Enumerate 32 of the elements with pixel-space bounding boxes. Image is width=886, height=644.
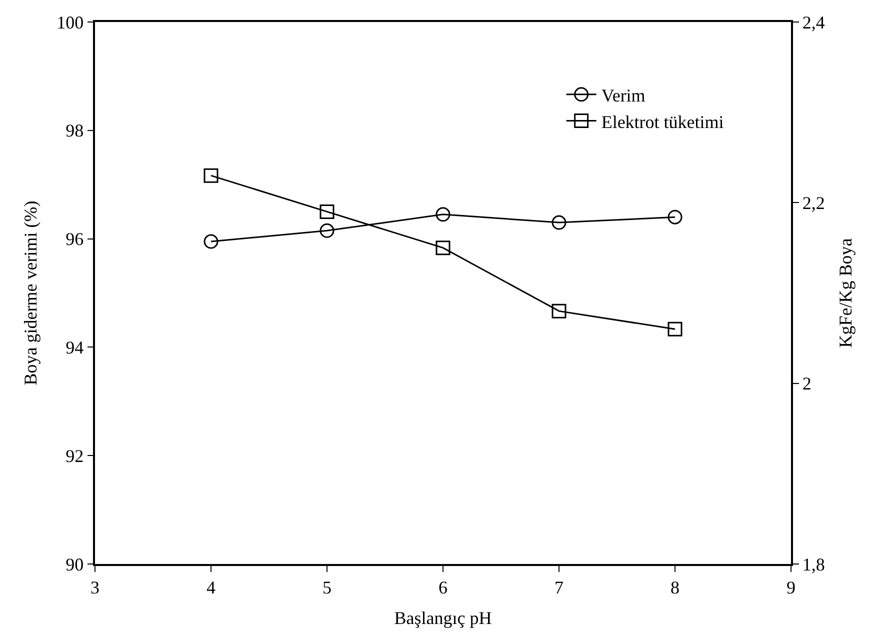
point bbox=[320, 204, 334, 219]
y2-tick-label: 1,8 bbox=[802, 554, 825, 574]
point bbox=[668, 322, 682, 336]
legend-label: Verim bbox=[601, 85, 646, 106]
x-tick-label: 6 bbox=[438, 577, 448, 598]
x-tick-label: 8 bbox=[670, 577, 680, 598]
point bbox=[552, 304, 566, 318]
y-tick-label: 98 bbox=[66, 120, 84, 141]
point bbox=[436, 207, 450, 222]
point bbox=[552, 215, 566, 230]
y2-axis-title: KgFe/Kg Boya bbox=[835, 238, 856, 348]
x-tick-label: 4 bbox=[206, 577, 216, 598]
x-tick-label: 5 bbox=[322, 577, 332, 598]
y-tick-label: 96 bbox=[66, 229, 84, 250]
y-tick-label: 94 bbox=[66, 338, 84, 358]
y-tick-label: 92 bbox=[66, 446, 84, 466]
y-tick-label: 90 bbox=[66, 554, 84, 574]
x-tick-label: 3 bbox=[90, 577, 100, 598]
point bbox=[204, 168, 218, 183]
y-axis-title: Boya giderme verimi (%) bbox=[20, 200, 40, 386]
point bbox=[204, 234, 218, 249]
y-tick-label: 100 bbox=[56, 12, 84, 32]
x-axis-title: Başlangıç pH bbox=[394, 608, 492, 628]
legend-label: Elektrot tüketimi bbox=[601, 112, 724, 132]
x-tick-label: 7 bbox=[554, 577, 564, 598]
y2-tick-label: 2,2 bbox=[802, 192, 825, 213]
y2-tick-label: 2 bbox=[802, 374, 812, 394]
point bbox=[436, 240, 450, 256]
point bbox=[320, 223, 334, 238]
y2-tick-label: 2,4 bbox=[802, 12, 825, 32]
x-tick-label: 9 bbox=[786, 577, 796, 598]
point bbox=[668, 210, 682, 224]
